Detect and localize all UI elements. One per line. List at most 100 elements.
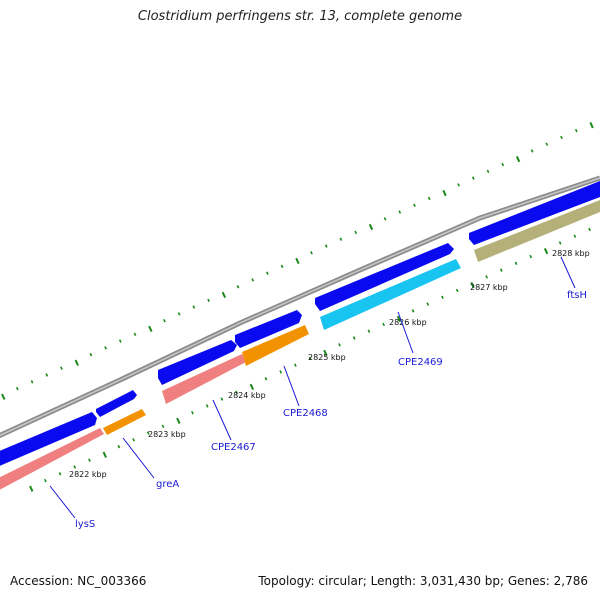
- minor-tick: [398, 210, 402, 214]
- kbp-label: 2828 kbp: [552, 249, 590, 258]
- minor-tick: [220, 397, 224, 401]
- outer-tick-ring: [1, 122, 594, 400]
- forward-strand-genes: [0, 181, 600, 466]
- minor-tick: [354, 230, 357, 235]
- minor-tick: [324, 244, 328, 248]
- minor-tick: [382, 322, 385, 327]
- minor-tick: [471, 176, 475, 180]
- minor-tick: [339, 237, 343, 241]
- major-tick: [221, 291, 227, 299]
- major-tick: [442, 189, 447, 197]
- minor-tick: [177, 312, 181, 316]
- minor-tick: [573, 234, 577, 238]
- minor-tick: [132, 438, 135, 442]
- kbp-label: 2823 kbp: [148, 430, 186, 439]
- minor-tick: [191, 410, 194, 415]
- minor-tick: [588, 227, 591, 232]
- forward-gene-arrow: [96, 390, 137, 417]
- callout-line-CPE2467: [212, 399, 232, 441]
- minor-tick: [205, 404, 209, 408]
- minor-tick: [338, 343, 341, 347]
- minor-tick: [58, 472, 62, 476]
- major-tick: [295, 257, 300, 265]
- gene-CPE2467-bar: [162, 354, 246, 404]
- minor-tick: [514, 261, 518, 266]
- minor-tick: [486, 169, 490, 174]
- callout-line-greA: [122, 437, 155, 479]
- major-tick: [74, 359, 79, 366]
- kbp-label: 2825 kbp: [308, 353, 346, 362]
- major-tick: [396, 315, 402, 323]
- minor-tick: [310, 251, 313, 255]
- minor-tick: [485, 275, 488, 279]
- minor-tick: [264, 377, 268, 381]
- major-tick: [29, 485, 34, 492]
- callout-line-ftsH: [560, 256, 576, 289]
- inner-tick-ring: [29, 227, 591, 492]
- callout-line-CPE2468: [283, 365, 300, 407]
- minor-tick: [455, 288, 459, 293]
- minor-tick: [161, 424, 165, 428]
- major-tick: [176, 417, 181, 424]
- minor-tick: [146, 431, 150, 435]
- forward-gene-arrow: [235, 310, 302, 348]
- gene-greA-bar: [103, 409, 146, 435]
- forward-gene-arrow: [158, 340, 237, 385]
- accession-label: Accession: NC_003366: [10, 574, 147, 588]
- gene-label-greA[interactable]: greA: [156, 479, 179, 490]
- minor-tick: [499, 268, 503, 272]
- minor-tick: [279, 370, 283, 374]
- minor-tick: [236, 285, 240, 289]
- minor-tick: [43, 478, 47, 483]
- minor-tick: [163, 318, 166, 323]
- major-tick: [543, 247, 549, 255]
- minor-tick: [15, 386, 19, 391]
- minor-tick: [88, 458, 91, 462]
- minor-tick: [266, 271, 269, 275]
- minor-tick: [383, 217, 387, 221]
- genome-summary: Topology: circular; Length: 3,031,430 bp…: [258, 574, 588, 588]
- minor-tick: [30, 380, 34, 384]
- minor-tick: [117, 444, 121, 449]
- gene-label-CPE2469[interactable]: CPE2469: [398, 357, 443, 368]
- minor-tick: [441, 295, 444, 299]
- minor-tick: [251, 278, 255, 282]
- major-tick: [470, 281, 475, 289]
- major-tick: [148, 325, 153, 332]
- callout-line-lysS: [49, 485, 76, 519]
- gene-label-CPE2468[interactable]: CPE2468: [283, 408, 328, 419]
- minor-tick: [501, 162, 505, 167]
- forward-gene-arrow: [0, 412, 97, 466]
- gene-label-lysS[interactable]: lysS: [75, 519, 95, 530]
- gene-ftsH-bar: [474, 200, 600, 262]
- major-tick: [368, 223, 374, 231]
- major-tick: [323, 349, 328, 357]
- major-tick: [1, 393, 6, 400]
- scale-labels: 2822 kbp 2823 kbp 2824 kbp 2825 kbp 2826…: [69, 249, 590, 479]
- gene-lysS-bar: [0, 428, 104, 490]
- minor-tick: [367, 329, 371, 333]
- minor-tick: [413, 203, 416, 207]
- minor-tick: [280, 264, 284, 269]
- forward-gene-arrow: [469, 181, 600, 245]
- minor-tick: [104, 346, 107, 350]
- callout-line-CPE2469: [397, 311, 414, 354]
- minor-tick: [308, 356, 312, 361]
- minor-tick: [457, 183, 460, 187]
- kbp-label: 2826 kbp: [389, 318, 427, 327]
- gene-label-ftsH[interactable]: ftsH: [567, 290, 587, 301]
- minor-tick: [235, 390, 238, 395]
- gene-label-CPE2467[interactable]: CPE2467: [211, 442, 256, 453]
- minor-tick: [60, 366, 63, 370]
- gene-CPE2469-bar: [320, 259, 461, 330]
- minor-tick: [411, 309, 415, 313]
- forward-gene-arrow: [315, 243, 454, 311]
- minor-tick: [529, 254, 533, 259]
- major-tick: [515, 155, 521, 163]
- minor-tick: [426, 302, 430, 306]
- minor-tick: [530, 149, 534, 153]
- minor-tick: [207, 298, 210, 303]
- minor-tick: [352, 336, 356, 340]
- minor-tick: [574, 128, 578, 133]
